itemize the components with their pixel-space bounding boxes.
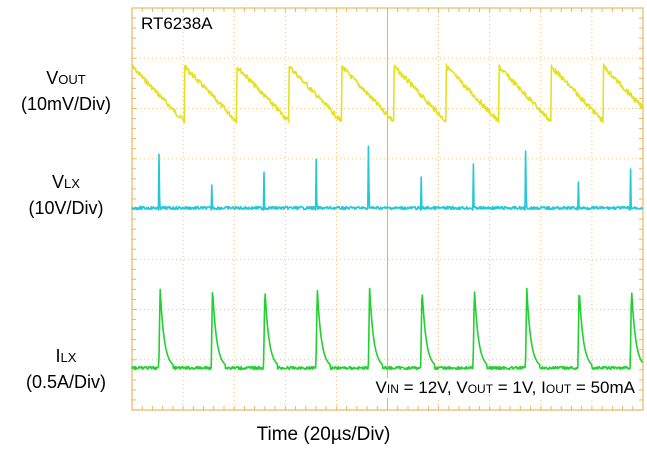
vout-channel-label: VOUT (10mV/Div)	[0, 66, 132, 116]
vin-value: = 12V,	[398, 378, 457, 397]
vout-symbol: V	[456, 378, 468, 397]
x-axis-label: Time (20µs/Div)	[256, 424, 391, 445]
scope-traces	[131, 63, 644, 371]
vout-trace	[131, 63, 644, 124]
iout-symbol: I	[541, 378, 546, 397]
iout-value: = 50mA	[571, 378, 635, 397]
vlx-channel-label: VLX (10V/Div)	[0, 170, 132, 220]
vin-symbol: V	[375, 378, 387, 397]
vlx-scale: (10V/Div)	[28, 198, 104, 218]
vout-value: = 1V,	[493, 378, 542, 397]
vout-subscript: OUT	[467, 382, 494, 396]
vlx-label-sub: LX	[64, 176, 80, 191]
ilx-trace	[131, 287, 644, 371]
vlx-trace	[131, 145, 644, 211]
iout-subscript: OUT	[545, 382, 572, 396]
vout-label-sub: OUT	[58, 72, 86, 87]
test-conditions: VIN = 12V, VOUT = 1V, IOUT = 50mA	[373, 378, 637, 398]
ilx-label-sub: LX	[60, 350, 77, 365]
vlx-label-main: V	[52, 172, 65, 192]
vin-subscript: IN	[386, 382, 399, 396]
vout-scale: (10mV/Div)	[20, 94, 111, 114]
ilx-label-main: I	[55, 346, 61, 366]
ilx-scale: (0.5A/Div)	[25, 372, 106, 392]
ilx-channel-label: ILX (0.5A/Div)	[0, 344, 132, 394]
chart-title: RT6238A	[141, 14, 213, 33]
vout-label-main: V	[46, 68, 59, 88]
